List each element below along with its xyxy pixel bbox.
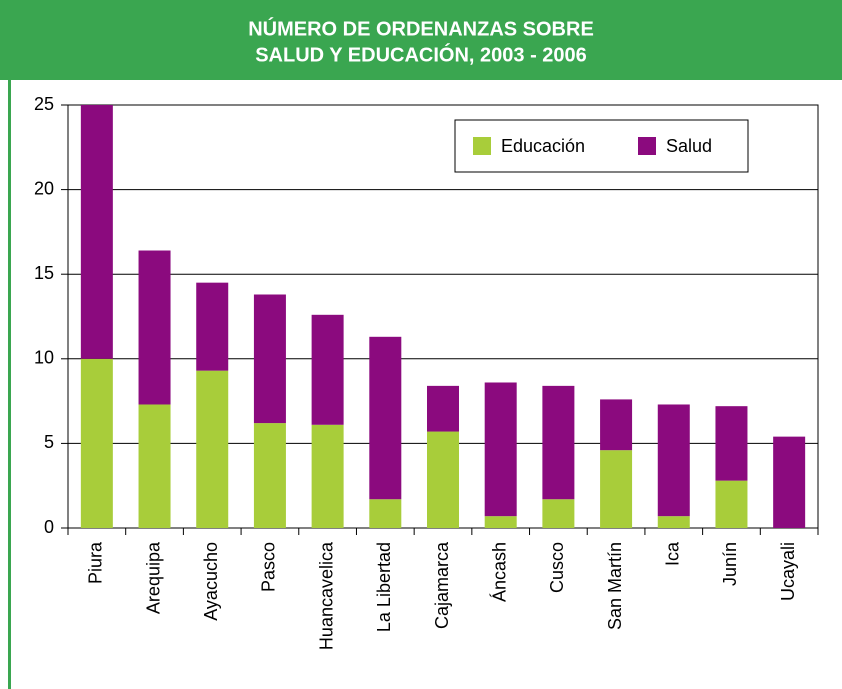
bar-segment <box>196 370 229 528</box>
bar-segment <box>600 450 633 528</box>
chart-title: SALUD Y EDUCACIÓN, 2003 - 2006 <box>255 42 587 66</box>
bar-segment <box>369 499 402 528</box>
bar-segment <box>715 406 748 481</box>
left-border <box>8 80 11 689</box>
y-tick-label: 15 <box>34 263 54 283</box>
x-tick-label: Ica <box>663 541 683 566</box>
x-tick-label: Arequipa <box>143 541 163 614</box>
bar-segment <box>138 250 171 405</box>
x-tick-label: Junín <box>720 542 740 586</box>
y-tick-label: 10 <box>34 348 54 368</box>
legend-swatch <box>473 137 491 155</box>
chart-title: NÚMERO DE ORDENANZAS SOBRE <box>248 16 594 40</box>
header-band <box>0 0 842 80</box>
x-tick-label: Huancavelica <box>316 541 336 650</box>
y-tick-label: 5 <box>44 432 54 452</box>
x-tick-label: La Libertad <box>374 542 394 632</box>
x-tick-label: Ayacucho <box>201 542 221 621</box>
bar-segment <box>600 399 633 451</box>
bar-segment <box>196 282 229 371</box>
bar-segment <box>542 385 575 500</box>
legend-label: Educación <box>501 136 585 156</box>
bar-segment <box>253 423 286 528</box>
legend-swatch <box>638 137 656 155</box>
y-tick-label: 0 <box>44 517 54 537</box>
bar-segment <box>427 385 459 432</box>
bar-segment <box>427 431 459 528</box>
bar-segment <box>253 294 286 424</box>
bar-segment <box>773 436 806 528</box>
bar-segment <box>311 424 344 528</box>
bar-segment <box>657 404 690 517</box>
bar-segment <box>80 105 113 359</box>
bar-segment <box>715 480 748 528</box>
x-tick-label: Cusco <box>547 542 567 593</box>
bar-segment <box>542 499 575 528</box>
bar-segment <box>484 516 517 528</box>
bar-segment <box>311 314 344 425</box>
bar-segment <box>657 516 690 528</box>
y-tick-label: 20 <box>34 178 54 198</box>
bar-segment <box>369 336 402 500</box>
x-tick-label: Ucayali <box>778 542 798 601</box>
y-tick-label: 25 <box>34 94 54 114</box>
x-tick-label: Cajamarca <box>432 541 452 629</box>
legend-label: Salud <box>666 136 712 156</box>
bar-segment <box>138 404 171 528</box>
legend-box <box>454 119 749 173</box>
x-tick-label: Áncash <box>489 542 509 602</box>
bar-segment <box>484 382 517 517</box>
x-tick-label: Piura <box>86 541 106 584</box>
bar-segment <box>80 358 113 528</box>
x-tick-label: Pasco <box>259 542 279 592</box>
x-tick-label: San Martín <box>605 542 625 630</box>
